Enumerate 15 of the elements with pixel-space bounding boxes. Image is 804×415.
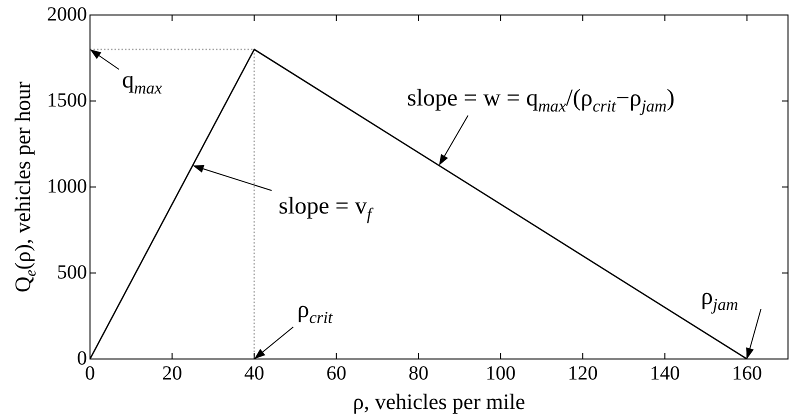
- x-tick-label: 100: [486, 362, 516, 384]
- y-tick-label: 1000: [47, 175, 87, 198]
- y-axis-title: Qe(ρ), vehicles per hour: [10, 80, 40, 292]
- y-tick-label: 2000: [47, 3, 87, 26]
- x-tick-label: 120: [568, 362, 598, 384]
- x-tick-label: 160: [732, 362, 762, 384]
- x-tick-label: 140: [650, 362, 680, 384]
- x-tick-label: 40: [244, 362, 264, 384]
- y-tick-label: 500: [57, 261, 87, 284]
- x-tick-label: 20: [162, 362, 182, 384]
- x-tick-label: 60: [326, 362, 346, 384]
- y-tick-label: 0: [77, 347, 87, 370]
- y-tick-label: 1500: [47, 89, 87, 112]
- x-axis-title: ρ, vehicles per mile: [352, 389, 526, 414]
- x-tick-label: 80: [408, 362, 428, 384]
